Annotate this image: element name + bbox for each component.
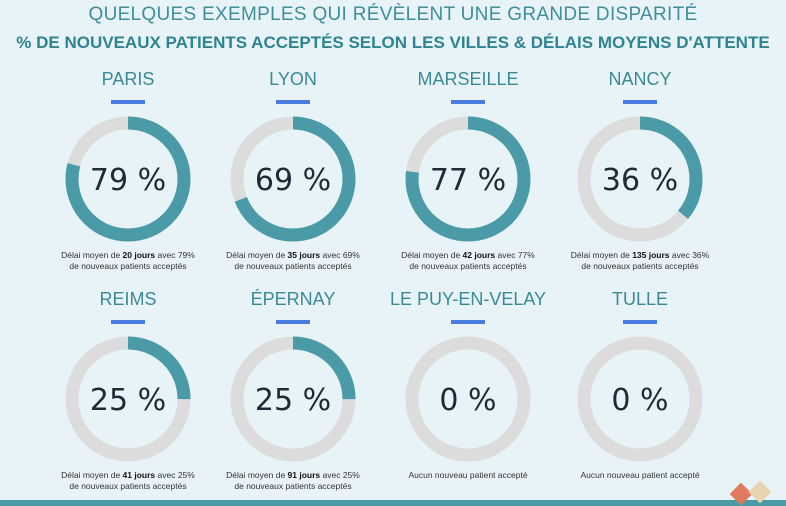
donut-chart: 79 % xyxy=(65,116,191,242)
caption-days: 42 jours xyxy=(462,250,496,260)
caption-post: avec 36% xyxy=(669,250,710,260)
caption: Délai moyen de 35 jours avec 69% de nouve… xyxy=(203,250,383,272)
city-label: NANCY xyxy=(608,69,672,89)
donut-item: NANCY 36 % Délai moyen de 135 jours avec… xyxy=(550,68,730,272)
city-label: MARSEILLE xyxy=(417,69,519,89)
donut-value-arc xyxy=(405,116,531,242)
caption-pre: Délai moyen de xyxy=(226,250,288,260)
city-label: LE PUY-EN-VELAY xyxy=(389,289,547,309)
caption: Aucun nouveau patient accepté xyxy=(378,470,558,481)
caption-line2: de nouveaux patients acceptés xyxy=(69,261,187,271)
caption-pre: Délai moyen de xyxy=(61,470,123,480)
caption-line2: de nouveaux patients acceptés xyxy=(234,481,352,491)
caption-pre: Délai moyen de xyxy=(570,250,633,260)
donut-value-label: 0 % xyxy=(439,383,496,418)
donut-item: LE PUY-EN-VELAY 0 % Aucun nouveau patien… xyxy=(378,288,558,481)
caption-days: 91 jours xyxy=(287,470,321,480)
caption-post: avec 79% xyxy=(155,250,195,260)
donut-value-label: 69 % xyxy=(255,163,331,198)
caption-line2: de nouveaux patients acceptés xyxy=(409,261,527,271)
donut-item: LYON 69 % Délai moyen de 35 jours avec 6… xyxy=(203,68,383,272)
city-label: PARIS xyxy=(101,69,155,89)
caption-pre: Aucun nouveau patient accepté xyxy=(580,470,700,480)
caption-pre: Aucun nouveau patient accepté xyxy=(408,470,528,480)
city-underline xyxy=(276,320,310,324)
donut-chart: 69 % xyxy=(230,116,356,242)
caption-post: avec 77% xyxy=(495,250,535,260)
caption-line2: de nouveaux patients acceptés xyxy=(581,261,699,271)
city-underline xyxy=(451,100,485,104)
donut-chart: 77 % xyxy=(405,116,531,242)
city-underline xyxy=(623,100,657,104)
city-label: REIMS xyxy=(99,289,157,309)
city-underline xyxy=(276,100,310,104)
donut-value-label: 77 % xyxy=(430,163,506,198)
caption: Délai moyen de 135 jours avec 36% de nouv… xyxy=(550,250,730,272)
donut-item: TULLE 0 % Aucun nouveau patient accepté xyxy=(550,288,730,481)
city-label: TULLE xyxy=(611,289,669,309)
caption-post: avec 69% xyxy=(320,250,360,260)
caption-days: 20 jours xyxy=(122,250,156,260)
caption: Délai moyen de 20 jours avec 79% de nouve… xyxy=(38,250,218,272)
city-underline xyxy=(111,100,145,104)
caption-line2: de nouveaux patients acceptés xyxy=(234,261,352,271)
donut-item: REIMS 25 % Délai moyen de 41 jours avec … xyxy=(38,288,218,492)
donut-chart: 36 % xyxy=(577,116,703,242)
donut-track xyxy=(405,336,531,462)
donut-value-arc xyxy=(65,336,191,462)
bottom-strip xyxy=(0,500,786,506)
city-underline xyxy=(111,320,145,324)
donut-value-arc xyxy=(65,116,191,242)
caption-post: avec 25% xyxy=(320,470,360,480)
donut-value-label: 25 % xyxy=(255,383,331,418)
donut-value-label: 0 % xyxy=(611,383,668,418)
caption: Délai moyen de 41 jours avec 25% de nouve… xyxy=(38,470,218,492)
caption: Aucun nouveau patient accepté xyxy=(550,470,730,481)
donut-item: MARSEILLE 77 % Délai moyen de 42 jours a… xyxy=(378,68,558,272)
caption: Délai moyen de 91 jours avec 25% de nouve… xyxy=(203,470,383,492)
caption-pre: Délai moyen de xyxy=(226,470,288,480)
caption-days: 135 jours xyxy=(632,250,670,260)
donut-chart: 25 % xyxy=(65,336,191,462)
donut-value-arc xyxy=(230,336,356,462)
donut-chart: 0 % xyxy=(405,336,531,462)
donut-value-label: 25 % xyxy=(90,383,166,418)
city-label: ÉPERNAY xyxy=(250,289,336,309)
caption-line2: de nouveaux patients acceptés xyxy=(69,481,187,491)
donut-chart: 0 % xyxy=(577,336,703,462)
subtitle: QUELQUES EXEMPLES QUI RÉVÈLENT UNE GRAND… xyxy=(88,4,698,25)
donut-value-label: 36 % xyxy=(602,163,678,198)
caption-pre: Délai moyen de xyxy=(61,250,123,260)
city-underline xyxy=(623,320,657,324)
donut-value-label: 79 % xyxy=(90,163,166,198)
caption-days: 35 jours xyxy=(287,250,321,260)
caption-pre: Délai moyen de xyxy=(401,250,463,260)
city-underline xyxy=(451,320,485,324)
city-label: LYON xyxy=(269,69,317,89)
donut-value-arc xyxy=(577,116,703,242)
donut-track xyxy=(577,336,703,462)
caption-days: 41 jours xyxy=(122,470,156,480)
caption: Délai moyen de 42 jours avec 77% de nouve… xyxy=(378,250,558,272)
caption-post: avec 25% xyxy=(155,470,195,480)
donut-value-arc xyxy=(230,116,356,242)
page-title: % DE NOUVEAUX PATIENTS ACCEPTÉS SELON LE… xyxy=(16,33,770,52)
donut-item: ÉPERNAY 25 % Délai moyen de 91 jours ave… xyxy=(203,288,383,492)
donut-item: PARIS 79 % Délai moyen de 20 jours avec … xyxy=(38,68,218,272)
donut-chart: 25 % xyxy=(230,336,356,462)
